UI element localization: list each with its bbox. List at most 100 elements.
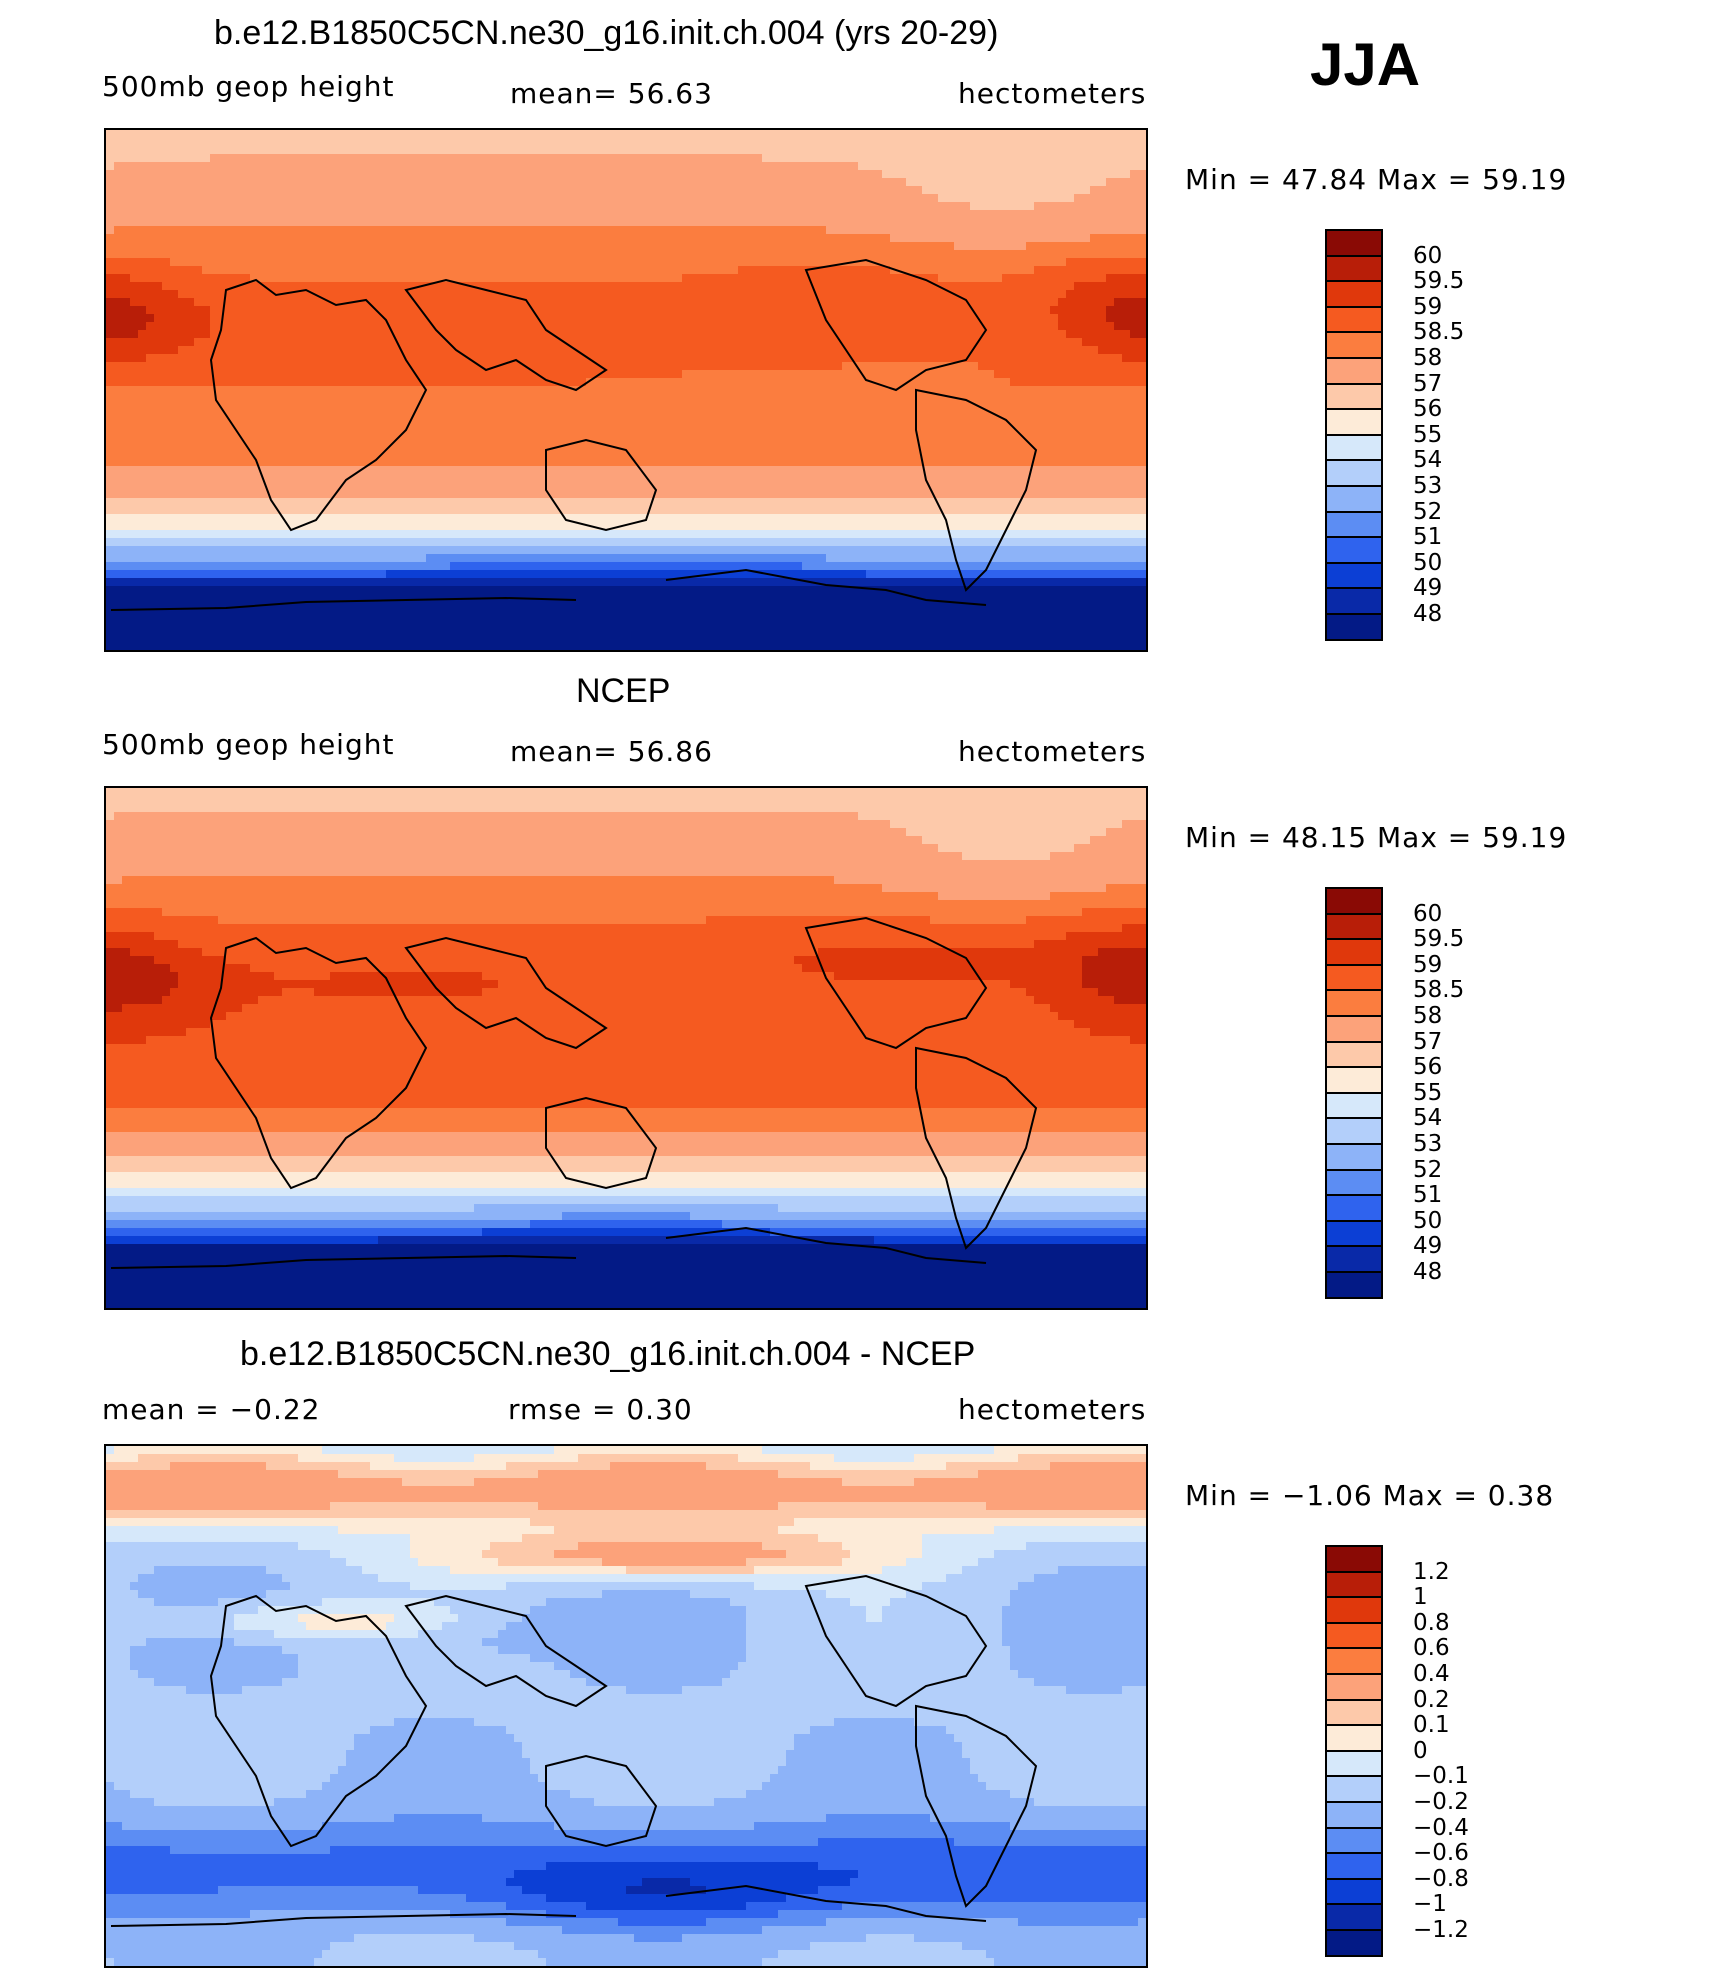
- contour-map: [104, 128, 1148, 652]
- colorbar-tick-label: 60: [1413, 900, 1443, 927]
- colorbar-tick-label: −1: [1413, 1891, 1447, 1918]
- colorbar-swatch: [1325, 1877, 1383, 1906]
- colorbar-tick-label: −0.2: [1413, 1789, 1469, 1815]
- colorbar-swatch: [1325, 536, 1383, 564]
- units-label: hectometers: [958, 735, 1147, 768]
- colorbar-tick-label: 58.5: [1413, 319, 1465, 346]
- contour-map: [104, 786, 1148, 1310]
- colorbar-swatch: [1325, 433, 1383, 462]
- variable-label: 500mb geop height: [102, 70, 395, 103]
- colorbar-swatch: [1325, 1903, 1383, 1931]
- colorbar-tick-label: 58: [1413, 1003, 1443, 1029]
- colorbar-swatch: [1325, 1040, 1383, 1069]
- colorbar-swatch: [1325, 382, 1383, 411]
- colorbar-tick-label: 57: [1413, 370, 1443, 397]
- colorbar-tick-label: 59.5: [1413, 926, 1465, 953]
- mean-label: mean= 56.86: [510, 735, 713, 768]
- colorbar-tick-label: 54: [1413, 447, 1443, 474]
- colorbar-tick-label: 58.5: [1413, 977, 1465, 1004]
- colorbar-swatch: [1325, 1245, 1383, 1273]
- colorbar-tick-label: 48: [1413, 1259, 1443, 1285]
- panel-title: NCEP: [576, 672, 671, 710]
- colorbar-swatch: [1325, 485, 1383, 513]
- colorbar-tick-label: 56: [1413, 1054, 1443, 1081]
- colorbar-tick-label: −0.4: [1413, 1814, 1469, 1841]
- units-label: hectometers: [958, 77, 1147, 110]
- colorbar-tick-label: 56: [1413, 396, 1443, 423]
- colorbar-tick-label: −0.1: [1413, 1763, 1469, 1790]
- colorbar-tick-label: 1.2: [1413, 1558, 1450, 1585]
- colorbar-swatch: [1325, 280, 1383, 308]
- colorbar-swatch: [1325, 912, 1383, 941]
- colorbar-swatch: [1325, 1826, 1383, 1855]
- colorbar-swatch: [1325, 989, 1383, 1017]
- colorbar-swatch: [1325, 1929, 1383, 1957]
- colorbar-swatch: [1325, 1143, 1383, 1171]
- colorbar-swatch: [1325, 459, 1383, 487]
- panel-title: b.e12.B1850C5CN.ne30_g16.init.ch.004 - N…: [240, 1335, 976, 1373]
- colorbar-swatch: [1325, 1168, 1383, 1197]
- colorbar-tick-label: 51: [1413, 524, 1443, 551]
- mean-label: mean = −0.22: [102, 1393, 321, 1426]
- colorbar-swatch: [1325, 1647, 1383, 1675]
- colorbar-swatch: [1325, 1698, 1383, 1727]
- colorbar-swatch: [1325, 1219, 1383, 1248]
- colorbar-tick-label: 0.6: [1413, 1635, 1450, 1662]
- colorbar-tick-label: 49: [1413, 1233, 1443, 1260]
- colorbar-swatch: [1325, 613, 1383, 641]
- colorbar-tick-label: 50: [1413, 549, 1443, 576]
- colorbar-swatch: [1325, 887, 1383, 915]
- colorbar-swatch: [1325, 254, 1383, 283]
- colorbar-tick-label: 55: [1413, 1079, 1443, 1106]
- colorbar-swatch: [1325, 408, 1383, 436]
- colorbar-tick-label: 60: [1413, 242, 1443, 269]
- colorbar-swatch: [1325, 1621, 1383, 1650]
- colorbar-tick-label: 59.5: [1413, 268, 1465, 295]
- colorbar-tick-label: 50: [1413, 1207, 1443, 1234]
- min-max-label: Min = 47.84 Max = 59.19: [1185, 163, 1568, 196]
- colorbar-swatch: [1325, 305, 1383, 334]
- colorbar-swatch: [1325, 1194, 1383, 1222]
- colorbar-swatch: [1325, 587, 1383, 615]
- colorbar-swatch: [1325, 1271, 1383, 1299]
- colorbar-swatch: [1325, 1596, 1383, 1624]
- colorbar-tick-label: 59: [1413, 951, 1443, 978]
- colorbar-swatch: [1325, 1801, 1383, 1829]
- colorbar-tick-label: 58: [1413, 345, 1443, 371]
- colorbar-swatch: [1325, 963, 1383, 992]
- min-max-label: Min = −1.06 Max = 0.38: [1185, 1479, 1555, 1512]
- season-label: JJA: [1310, 31, 1421, 98]
- colorbar-swatch: [1325, 229, 1383, 257]
- rmse-label: rmse = 0.30: [508, 1393, 693, 1426]
- colorbar-swatch: [1325, 1117, 1383, 1145]
- colorbar-swatch: [1325, 1015, 1383, 1043]
- panel-title: b.e12.B1850C5CN.ne30_g16.init.ch.004 (yr…: [214, 14, 999, 52]
- colorbar-swatch: [1325, 1545, 1383, 1573]
- colorbar-tick-label: 51: [1413, 1182, 1443, 1209]
- colorbar-swatch: [1325, 1570, 1383, 1599]
- colorbar-swatch: [1325, 1091, 1383, 1120]
- colorbar-tick-label: 1: [1413, 1584, 1428, 1611]
- colorbar-tick-label: 0.2: [1413, 1686, 1450, 1713]
- colorbar-swatch: [1325, 1066, 1383, 1094]
- colorbar-tick-label: 55: [1413, 421, 1443, 448]
- colorbar-swatch: [1325, 357, 1383, 385]
- colorbar-tick-label: 54: [1413, 1105, 1443, 1132]
- colorbar-swatch: [1325, 561, 1383, 590]
- colorbar-tick-label: 0.4: [1413, 1661, 1450, 1687]
- variable-label: 500mb geop height: [102, 728, 395, 761]
- colorbar-tick-label: −0.8: [1413, 1865, 1469, 1892]
- colorbar-tick-label: 57: [1413, 1028, 1443, 1055]
- colorbar-tick-label: 0: [1413, 1737, 1428, 1764]
- colorbar-swatch: [1325, 331, 1383, 359]
- colorbar-swatch: [1325, 1724, 1383, 1752]
- colorbar-tick-label: 59: [1413, 293, 1443, 320]
- colorbar-tick-label: 49: [1413, 575, 1443, 602]
- mean-label: mean= 56.63: [510, 77, 713, 110]
- colorbar-swatch: [1325, 938, 1383, 966]
- colorbar-tick-label: 53: [1413, 1131, 1443, 1157]
- colorbar-tick-label: 53: [1413, 473, 1443, 499]
- colorbar-swatch: [1325, 1775, 1383, 1803]
- colorbar-tick-label: 0.8: [1413, 1609, 1450, 1636]
- contour-map: [104, 1444, 1148, 1968]
